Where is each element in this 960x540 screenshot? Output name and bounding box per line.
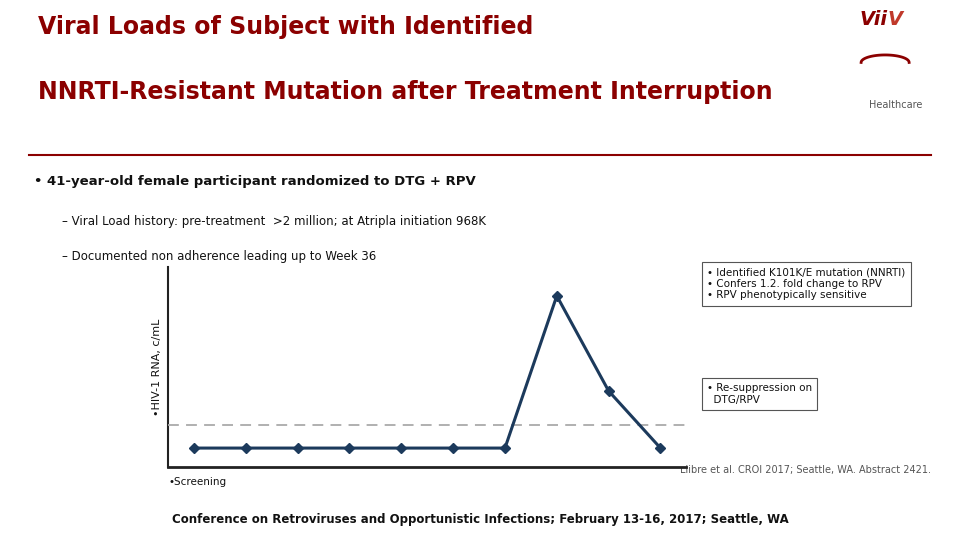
Text: • Re-suppression on
  DTG/RPV: • Re-suppression on DTG/RPV (708, 383, 812, 405)
Text: Healthcare: Healthcare (869, 100, 923, 110)
Text: V: V (888, 10, 903, 29)
Text: NNRTI-Resistant Mutation after Treatment Interruption: NNRTI-Resistant Mutation after Treatment… (38, 80, 773, 104)
Text: Conference on Retroviruses and Opportunistic Infections; February 13-16, 2017; S: Conference on Retroviruses and Opportuni… (172, 513, 788, 526)
Y-axis label: •HIV-1 RNA, c/mL: •HIV-1 RNA, c/mL (153, 319, 162, 416)
Text: • Identified K101K/E mutation (NNRTI)
• Confers 1.2. fold change to RPV
• RPV ph: • Identified K101K/E mutation (NNRTI) • … (708, 267, 905, 300)
Text: • 41-year-old female participant randomized to DTG + RPV: • 41-year-old female participant randomi… (34, 175, 475, 188)
Text: Vii: Vii (859, 10, 887, 29)
Text: Viral Loads of Subject with Identified: Viral Loads of Subject with Identified (38, 15, 534, 39)
Text: •Screening: •Screening (168, 477, 227, 487)
Text: Llibre et al. CROI 2017; Seattle, WA. Abstract 2421.: Llibre et al. CROI 2017; Seattle, WA. Ab… (681, 464, 931, 475)
Text: – Viral Load history: pre-treatment  >2 million; at Atripla initiation 968K: – Viral Load history: pre-treatment >2 m… (62, 215, 487, 228)
Text: – Documented non adherence leading up to Week 36: – Documented non adherence leading up to… (62, 249, 376, 263)
